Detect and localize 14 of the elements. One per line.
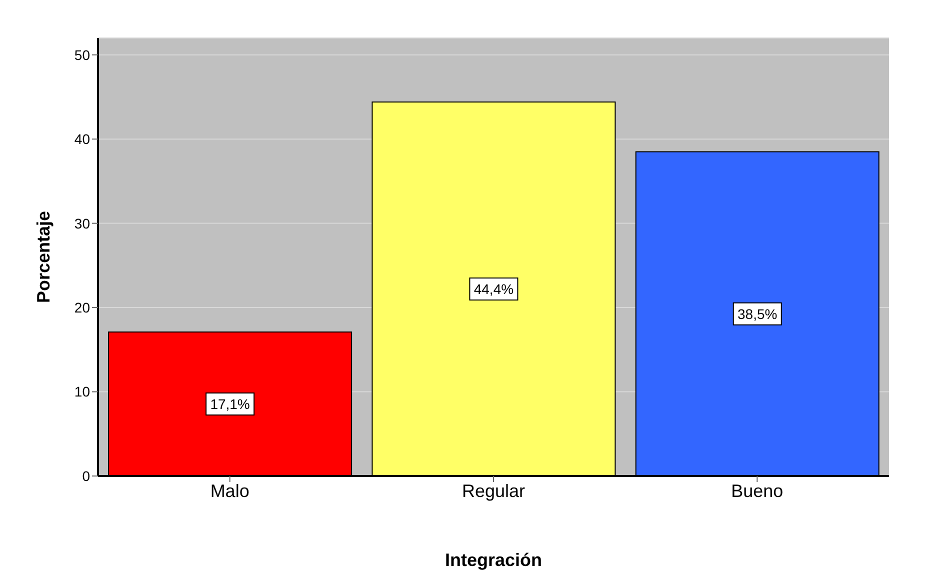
y-tick-label: 50 xyxy=(74,46,90,63)
y-tick-label: 40 xyxy=(74,131,90,148)
y-tick-label: 0 xyxy=(82,468,90,484)
y-axis-title: Porcentaje xyxy=(33,210,54,304)
x-tick-label: Malo xyxy=(210,480,250,501)
y-tick-label: 20 xyxy=(74,300,90,316)
y-tick-label: 30 xyxy=(74,215,90,232)
data-label: 17,1% xyxy=(210,396,250,412)
data-label: 44,4% xyxy=(474,281,514,298)
data-label: 38,5% xyxy=(738,306,778,322)
x-axis-title: Integración xyxy=(444,550,542,570)
x-tick-label: Bueno xyxy=(731,480,784,501)
y-tick-label: 10 xyxy=(74,384,90,400)
x-tick-label: Regular xyxy=(462,480,526,501)
